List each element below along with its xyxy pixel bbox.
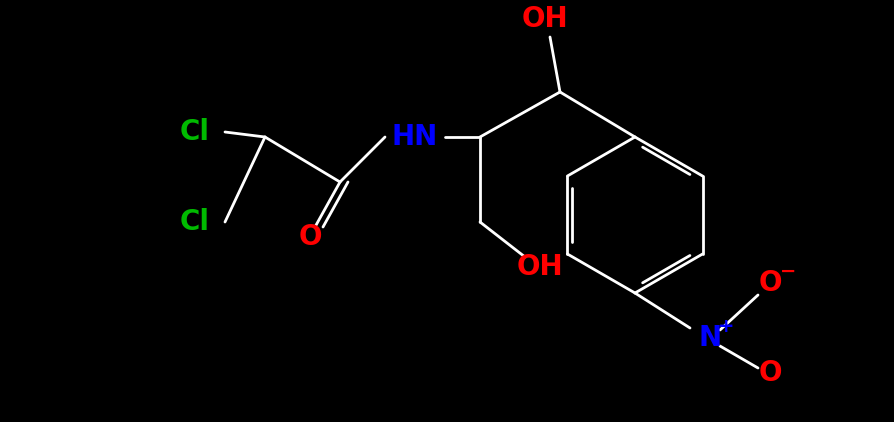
Text: Cl: Cl	[180, 118, 210, 146]
Text: N: N	[697, 324, 721, 352]
Text: OH: OH	[521, 5, 568, 33]
Text: Cl: Cl	[180, 208, 210, 236]
Text: O: O	[298, 223, 321, 251]
Text: +: +	[717, 316, 733, 335]
Text: HN: HN	[392, 123, 438, 151]
Text: −: −	[779, 262, 796, 281]
Text: OH: OH	[516, 253, 562, 281]
Text: O: O	[757, 359, 780, 387]
Text: O: O	[757, 269, 780, 297]
